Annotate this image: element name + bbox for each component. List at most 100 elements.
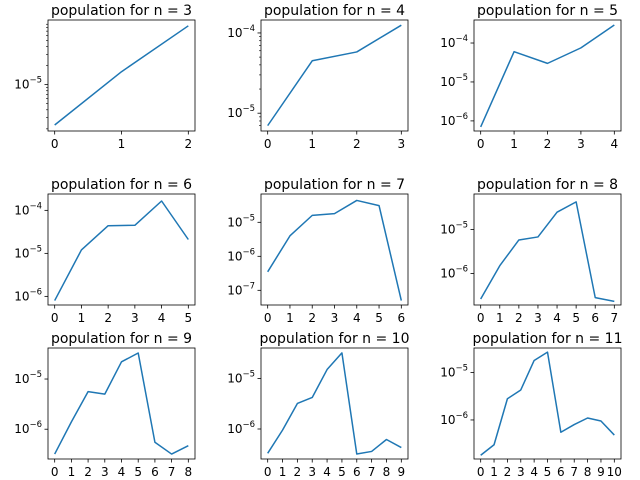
subplot-title: population for n = 7 [264,177,405,193]
x-tick-label: 6 [557,465,565,479]
y-tick-label: 10−6 [227,420,255,436]
x-tick-label: 2 [353,137,361,151]
x-tick-label: 4 [353,311,361,325]
x-tick-label: 0 [51,465,59,479]
axes-frame [473,347,622,460]
subplot-n7: population for n = 7 10−7 10−6 10−5 0 1 2 3 4 5 6 [227,177,409,325]
x-tick-label: 1 [490,465,498,479]
population-line [54,352,189,455]
x-tick-label: 8 [383,465,391,479]
x-tick-label: 8 [584,465,592,479]
y-tick-label: 10−7 [227,281,255,297]
x-tick-label: 10 [607,465,622,479]
x-tick-label: 7 [570,465,578,479]
population-line [480,351,615,456]
x-tick-label: 1 [118,137,126,151]
x-tick-label: 1 [510,137,518,151]
x-tick-label: 6 [591,311,599,325]
subplot-title: population for n = 9 [51,331,192,347]
x-tick-label: 4 [118,465,126,479]
y-tick-label: 10−6 [14,420,42,436]
subplot-n8: population for n = 8 10−6 10−5 0 1 2 3 4 5 6 7 [440,177,622,325]
axes-frame [47,19,196,132]
x-tick-label: 4 [530,465,538,479]
x-tick-label: 0 [264,137,272,151]
y-tick-label: 10−5 [14,76,42,92]
x-tick-label: 3 [577,137,585,151]
subplot-n3: population for n = 3 10−5 0 1 2 [14,3,196,151]
x-tick-label: 3 [517,465,525,479]
x-tick-label: 5 [375,311,383,325]
y-tick-label: 10−5 [440,73,468,89]
x-tick-label: 5 [572,311,580,325]
x-tick-label: 7 [368,465,376,479]
x-tick-label: 8 [184,465,192,479]
x-tick-label: 4 [553,311,561,325]
x-tick-label: 9 [397,465,405,479]
x-tick-label: 6 [353,465,361,479]
x-tick-label: 0 [51,311,59,325]
subplot-title: population for n = 8 [477,177,618,193]
x-tick-label: 9 [597,465,605,479]
subplot-title: population for n = 3 [51,3,192,19]
population-line [54,25,189,126]
x-tick-label: 1 [496,311,504,325]
population-line [267,24,402,127]
subplot-n6: population for n = 6 10−6 10−5 10−4 0 1 2 3 4 5 [14,177,196,325]
population-line [480,201,615,303]
axes-frame [47,347,196,460]
x-tick-label: 2 [184,137,192,151]
subplot-title: population for n = 4 [264,3,405,19]
x-tick-label: 0 [264,311,272,325]
x-tick-label: 1 [308,137,316,151]
x-tick-label: 0 [477,311,485,325]
x-tick-label: 0 [264,465,272,479]
axes-frame [260,347,409,460]
population-line [54,200,189,301]
x-tick-label: 3 [331,311,339,325]
subplot-n11: population for n = 11 10−6 10−5 0 1 2 3 4 5 6 7 8 9 1… [440,331,622,479]
subplot-title: population for n = 10 [260,331,410,347]
x-tick-label: 2 [104,311,112,325]
subplot-title: population for n = 5 [477,3,618,19]
x-tick-label: 2 [504,465,512,479]
subplot-n5: population for n = 5 10−6 10−5 10−4 0 1 2 3 4 [440,3,622,151]
x-tick-label: 4 [323,465,331,479]
x-tick-label: 7 [610,311,618,325]
x-tick-label: 3 [131,311,139,325]
x-tick-label: 1 [279,465,287,479]
population-line [267,199,403,301]
axes-frame [473,193,622,306]
y-tick-label: 10−5 [440,221,468,237]
y-tick-label: 10−6 [14,287,42,303]
subplot-n9: population for n = 9 10−6 10−5 0 1 2 3 4 5 6 7 8 [14,331,196,479]
x-tick-label: 2 [544,137,552,151]
subplot-n10: population for n = 10 10−6 10−5 0 1 2 3 4 5 6 7 8 9 [227,331,409,479]
subplot-n4: population for n = 4 10−5 10−4 0 1 2 3 [227,3,409,151]
axes-frame [260,19,409,132]
x-tick-label: 0 [477,465,485,479]
y-tick-label: 10−5 [14,370,42,386]
y-tick-label: 10−5 [227,369,255,385]
x-tick-label: 1 [68,465,76,479]
x-tick-label: 2 [515,311,523,325]
x-tick-label: 2 [294,465,302,479]
axes-frame [47,193,196,306]
x-tick-label: 5 [184,311,192,325]
x-tick-label: 0 [477,137,485,151]
y-tick-label: 10−4 [440,34,468,50]
x-tick-label: 2 [84,465,92,479]
subplot-title: population for n = 11 [473,331,623,347]
x-tick-label: 1 [78,311,86,325]
x-tick-label: 0 [51,137,59,151]
y-tick-label: 10−5 [440,364,468,380]
y-tick-label: 10−6 [440,411,468,427]
y-tick-label: 10−4 [227,24,255,40]
subplot-title: population for n = 6 [51,177,192,193]
axes-frame [260,193,409,306]
y-tick-label: 10−5 [227,104,255,120]
population-line [479,24,615,128]
y-tick-label: 10−6 [227,247,255,263]
x-tick-label: 3 [397,137,405,151]
